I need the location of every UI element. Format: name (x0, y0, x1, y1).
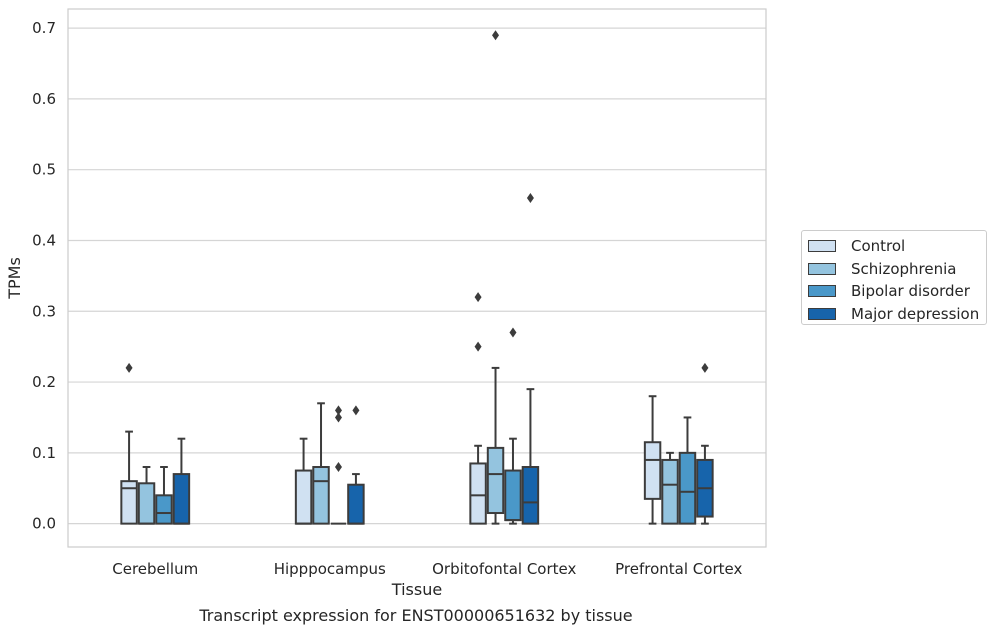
plot-area-frame (67, 8, 767, 548)
box-iqr (469, 462, 487, 525)
legend-swatch (808, 262, 836, 275)
legend-item: Major depression (808, 305, 979, 323)
y-tick-label: 0.3 (32, 302, 56, 320)
outlier-point (526, 193, 534, 204)
box-bipolar-disorder (678, 416, 697, 525)
box-iqr (521, 466, 540, 525)
box-iqr (486, 446, 505, 515)
outlier-point (509, 327, 517, 338)
box-iqr (137, 482, 156, 525)
box-iqr (120, 480, 138, 525)
box-schizophrenia (661, 451, 679, 525)
y-tick-label: 0.0 (32, 515, 56, 533)
outlier-point (474, 292, 482, 303)
y-gridlines (68, 27, 766, 525)
legend: Control Schizophrenia Bipolar disorder Majo… (801, 230, 987, 325)
y-axis-label: TPMs (5, 257, 24, 300)
outlier-point (334, 405, 342, 416)
y-tick-label: 0.7 (32, 19, 56, 37)
box-iqr (155, 494, 173, 525)
box-iqr (643, 441, 662, 500)
box-schizophrenia (486, 30, 505, 525)
box-bipolar-disorder (504, 327, 522, 525)
y-tick-label: 0.2 (32, 373, 56, 391)
box-iqr (678, 451, 697, 525)
legend-item: Bipolar disorder (808, 282, 970, 300)
y-tick-labels: 0.0 0.1 0.2 0.3 0.4 0.5 0.6 0.7 (32, 19, 56, 533)
box-schizophrenia (312, 402, 330, 525)
box-iqr (172, 473, 191, 525)
legend-label: Major depression (851, 304, 980, 323)
outlier-point (352, 405, 360, 416)
chart-caption: Transcript expression for ENST0000065163… (199, 606, 633, 625)
x-tick-label: Orbitofontal Cortex (432, 560, 576, 578)
box-bipolar-disorder (330, 405, 347, 525)
legend-label: Control (851, 237, 906, 255)
legend-swatch (808, 285, 836, 297)
outlier-point (701, 362, 709, 373)
x-tick-label: Prefrontal Cortex (615, 560, 742, 578)
box-groups (120, 30, 714, 525)
legend-swatch (808, 240, 836, 252)
box-major-depression (347, 405, 365, 525)
box-control (469, 292, 487, 525)
box-major-depression (696, 362, 714, 525)
box-control (294, 437, 313, 525)
outlier-point (492, 30, 500, 41)
legend-item: Schizophrenia (808, 260, 956, 278)
legend-label: Bipolar disorder (851, 282, 970, 300)
y-tick-label: 0.1 (32, 444, 56, 462)
box-major-depression (172, 437, 191, 525)
box-iqr (347, 483, 365, 525)
x-tick-label: Cerebellum (112, 560, 198, 578)
y-tick-label: 0.6 (32, 90, 56, 108)
box-iqr (661, 458, 679, 525)
x-tick-label: Hipppocampus (274, 560, 386, 578)
legend-swatch (808, 307, 836, 320)
outlier-point (334, 462, 342, 473)
box-major-depression (521, 193, 540, 525)
box-bipolar-disorder (155, 466, 173, 525)
box-iqr (504, 469, 522, 522)
y-tick-label: 0.4 (32, 231, 56, 249)
box-iqr (312, 466, 330, 525)
x-axis-label: Tissue (391, 580, 442, 599)
legend-item: Control (808, 237, 905, 255)
box-iqr (294, 469, 313, 525)
x-tick-labels: Cerebellum Hipppocampus Orbitofontal Corte… (112, 560, 742, 578)
y-tick-label: 0.5 (32, 161, 56, 179)
box-control (120, 362, 138, 525)
outlier-point (125, 362, 133, 373)
box-control (643, 395, 662, 525)
outlier-point (474, 341, 482, 352)
outlier-point (334, 412, 342, 423)
legend-label: Schizophrenia (851, 259, 957, 278)
box-schizophrenia (137, 466, 156, 525)
